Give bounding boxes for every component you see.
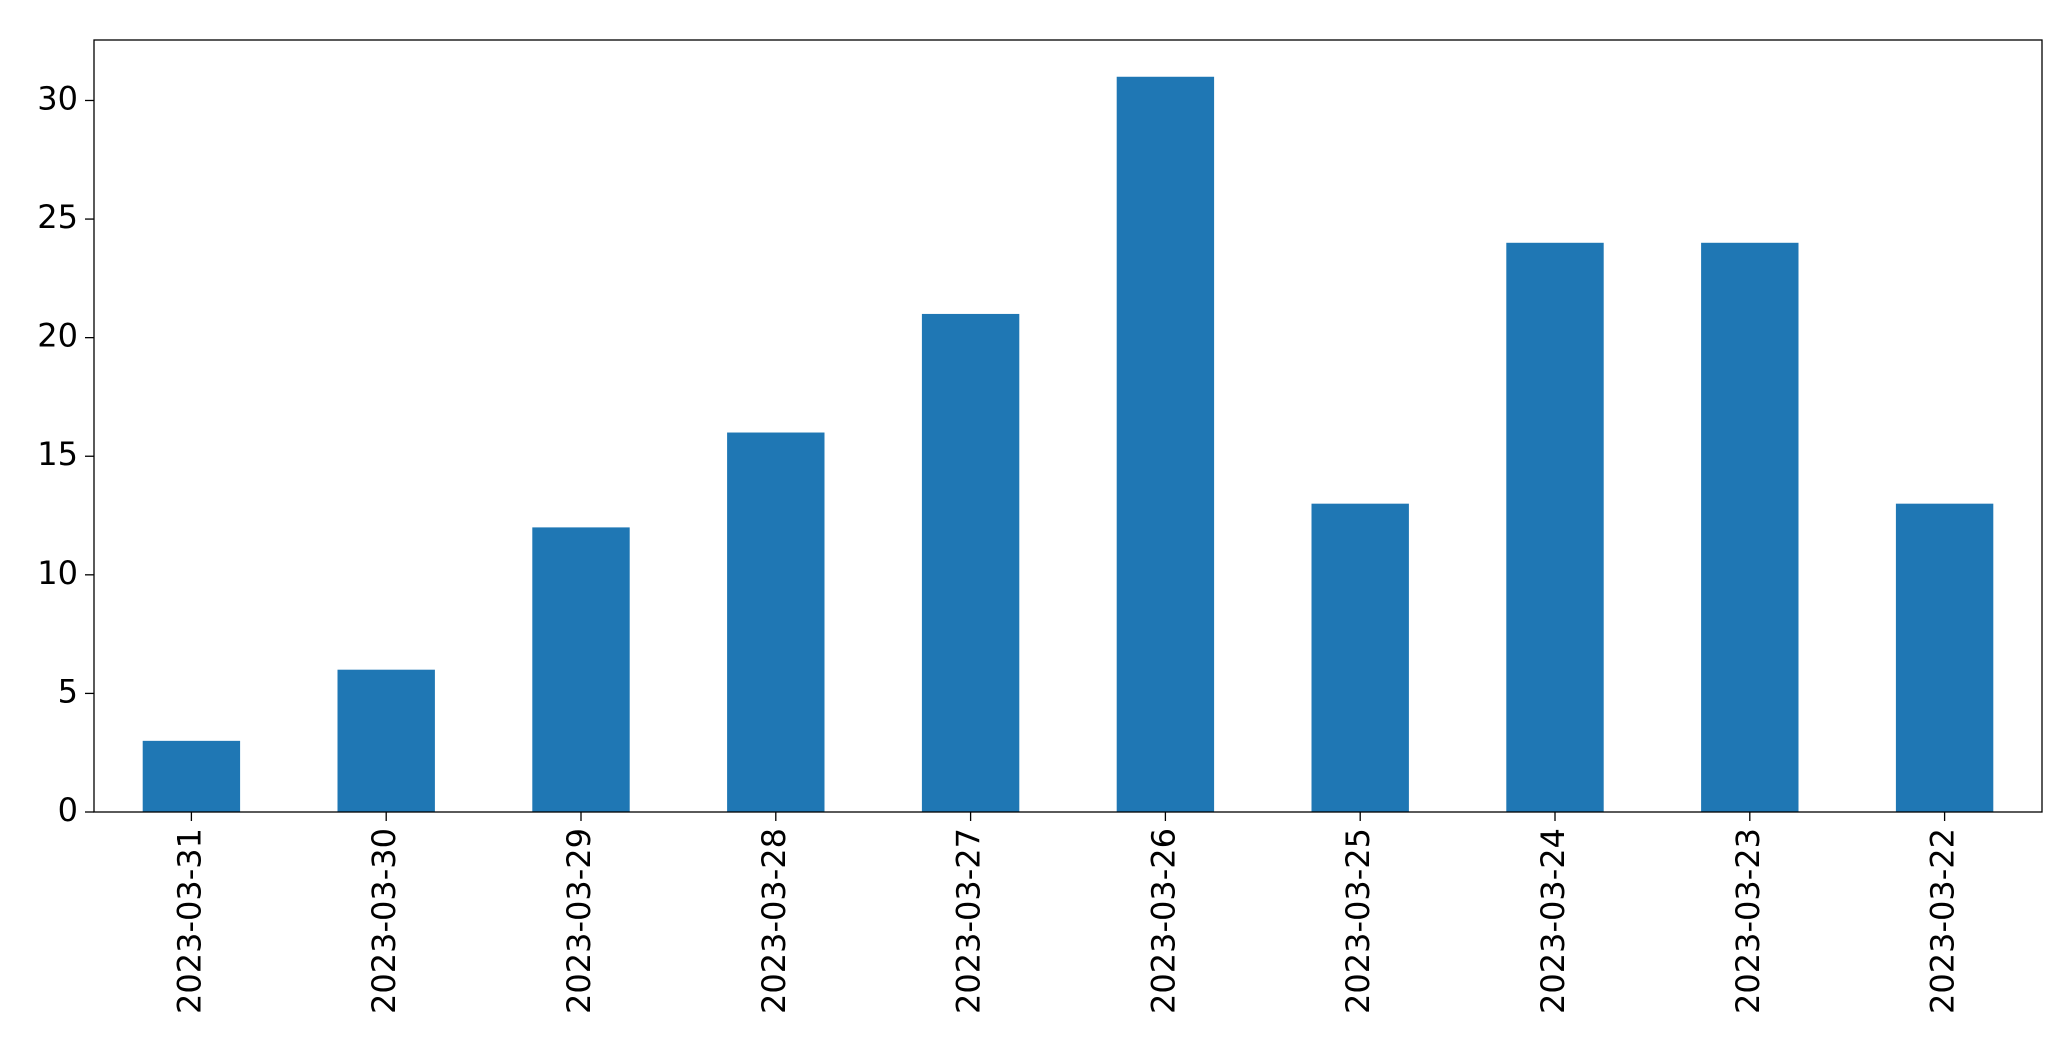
y-tick-label: 30 xyxy=(37,79,78,117)
y-tick-label: 20 xyxy=(37,317,78,355)
x-tick-label: 2023-03-24 xyxy=(1534,828,1572,1014)
bar xyxy=(727,432,825,812)
y-tick-label: 15 xyxy=(37,435,78,473)
bar xyxy=(142,740,241,812)
x-tick-label: 2023-03-31 xyxy=(170,828,208,1014)
x-tick-label: 2023-03-29 xyxy=(560,828,598,1014)
x-tick-label: 2023-03-30 xyxy=(365,828,403,1014)
y-tick-label: 25 xyxy=(37,198,78,236)
bar xyxy=(1116,76,1215,812)
x-tick-label: 2023-03-22 xyxy=(1924,828,1962,1014)
x-tick-label: 2023-03-27 xyxy=(950,828,988,1014)
x-tick-label: 2023-03-25 xyxy=(1339,828,1377,1014)
bar xyxy=(921,313,1020,812)
y-tick-label: 5 xyxy=(58,672,78,710)
bar xyxy=(1895,503,1994,812)
plot-frame xyxy=(93,39,2043,813)
bar xyxy=(532,527,630,812)
x-tick-label: 2023-03-28 xyxy=(755,828,793,1014)
y-tick-label: 0 xyxy=(58,791,78,829)
bar xyxy=(1701,242,1799,812)
bar xyxy=(1311,503,1409,812)
bar xyxy=(337,669,435,812)
x-tick-label: 2023-03-23 xyxy=(1729,828,1767,1014)
y-tick-label: 10 xyxy=(37,554,78,592)
bar xyxy=(1506,242,1604,812)
x-tick-label: 2023-03-26 xyxy=(1144,828,1182,1014)
